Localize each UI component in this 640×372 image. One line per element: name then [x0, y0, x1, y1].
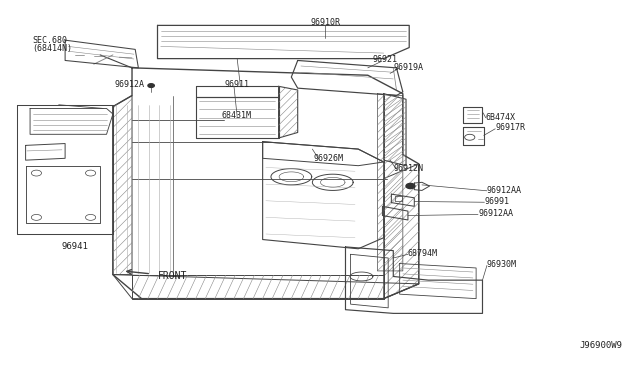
Circle shape	[406, 183, 415, 189]
Text: 96991: 96991	[484, 198, 509, 206]
Text: 68794M: 68794M	[408, 249, 438, 258]
Text: 96912N: 96912N	[394, 164, 423, 173]
Text: (68414N): (68414N)	[32, 44, 72, 53]
Text: FRONT: FRONT	[157, 272, 187, 282]
Text: J96900W9: J96900W9	[580, 341, 623, 350]
Text: 96926M: 96926M	[314, 154, 344, 163]
Text: 96919A: 96919A	[394, 62, 424, 72]
Text: 68431M: 68431M	[221, 111, 252, 121]
Text: 96911: 96911	[225, 80, 250, 89]
Text: 96912AA: 96912AA	[487, 186, 522, 195]
Text: 96941: 96941	[61, 243, 88, 251]
Text: 96912AA: 96912AA	[478, 209, 513, 218]
Text: 96910R: 96910R	[310, 18, 340, 27]
Text: 96930M: 96930M	[487, 260, 517, 269]
Text: 6B474X: 6B474X	[486, 113, 516, 122]
Text: 96912A: 96912A	[115, 80, 145, 89]
Text: SEC.680: SEC.680	[32, 36, 67, 45]
Circle shape	[148, 84, 154, 87]
Text: 96921: 96921	[373, 55, 398, 64]
Text: 96917R: 96917R	[495, 123, 525, 132]
